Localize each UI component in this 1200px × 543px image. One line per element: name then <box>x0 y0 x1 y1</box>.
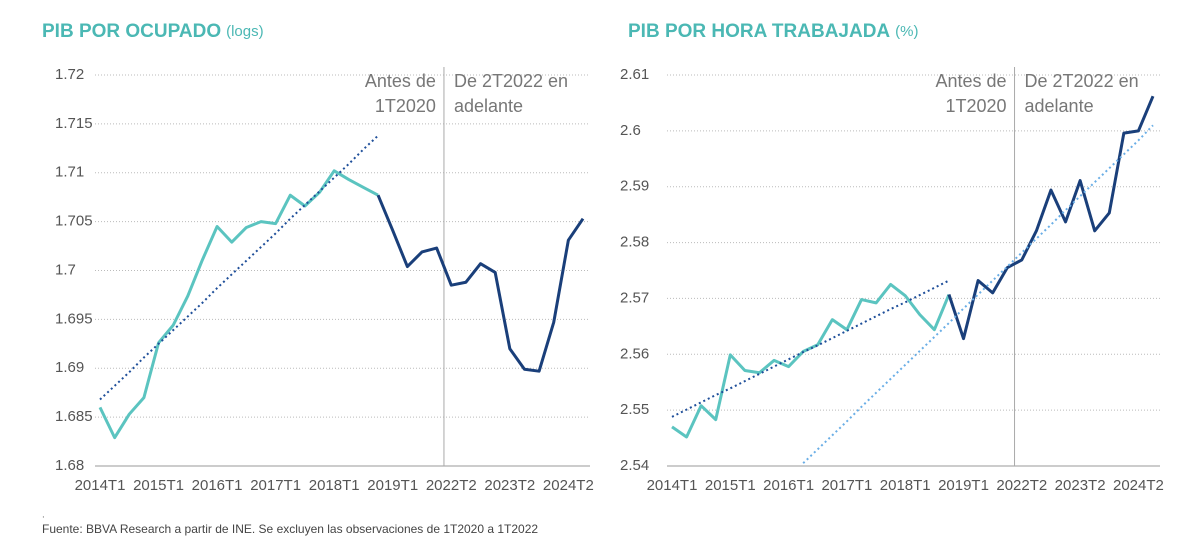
y-tick-label: 1.705 <box>55 213 93 230</box>
annotation: Antes de <box>365 71 436 91</box>
x-tick-label: 2022T2 <box>426 477 477 494</box>
y-tick-label: 2.59 <box>620 178 649 195</box>
annotation: 1T2020 <box>945 96 1006 116</box>
y-tick-label: 1.7 <box>55 261 76 278</box>
y-tick-label: 2.61 <box>620 66 649 83</box>
line-series <box>98 169 379 440</box>
y-tick-label: 1.685 <box>55 408 93 425</box>
title-main: PIB POR HORA TRABAJADA <box>628 21 890 42</box>
annotation: De 2T2022 en <box>454 71 568 91</box>
chart-title: PIB POR OCUPADO (logs) <box>42 21 264 42</box>
x-tick-label: 2019T1 <box>367 477 418 494</box>
line-series <box>671 279 950 418</box>
x-tick-label: 2018T1 <box>309 477 360 494</box>
x-tick-label: 2017T1 <box>250 477 301 494</box>
x-tick-label: 2014T1 <box>647 477 698 494</box>
chart-title: PIB POR HORA TRABAJADA (%) <box>628 21 918 42</box>
x-tick-label: 2014T1 <box>75 477 126 494</box>
annotation: adelante <box>454 96 523 116</box>
x-tick-label: 2024T2 <box>1113 477 1164 494</box>
x-tick-label: 2018T1 <box>880 477 931 494</box>
line-series <box>671 282 951 439</box>
y-tick-label: 1.695 <box>55 310 93 327</box>
x-tick-label: 2015T1 <box>133 477 184 494</box>
x-tick-label: 2023T2 <box>484 477 535 494</box>
line-series <box>947 95 1155 341</box>
y-tick-label: 1.68 <box>55 457 84 474</box>
y-tick-label: 2.56 <box>620 345 649 362</box>
y-tick-label: 2.6 <box>620 122 641 139</box>
line-series <box>802 124 1154 464</box>
annotation: adelante <box>1025 96 1094 116</box>
y-tick-label: 2.54 <box>620 457 649 474</box>
dot: . <box>42 510 45 521</box>
x-tick-label: 2016T1 <box>763 477 814 494</box>
y-tick-label: 1.69 <box>55 359 84 376</box>
title-unit: (logs) <box>226 23 264 40</box>
line-series <box>99 134 379 401</box>
x-tick-label: 2019T1 <box>938 477 989 494</box>
y-tick-label: 2.55 <box>620 401 649 418</box>
title-main: PIB POR OCUPADO <box>42 21 221 42</box>
y-tick-label: 2.58 <box>620 234 649 251</box>
x-tick-label: 2015T1 <box>705 477 756 494</box>
title-unit: (%) <box>895 23 918 40</box>
y-tick-label: 1.715 <box>55 115 93 132</box>
footer: Fuente: BBVA Research a partir de INE. S… <box>42 522 538 536</box>
y-tick-label: 1.71 <box>55 164 84 181</box>
x-tick-label: 2023T2 <box>1055 477 1106 494</box>
annotation: De 2T2022 en <box>1025 71 1139 91</box>
x-tick-label: 2024T2 <box>543 477 594 494</box>
x-tick-label: 2016T1 <box>192 477 243 494</box>
y-tick-label: 2.57 <box>620 289 649 306</box>
annotation: Antes de <box>935 71 1006 91</box>
y-tick-label: 1.72 <box>55 66 84 83</box>
line-series <box>376 194 585 373</box>
x-tick-label: 2022T2 <box>996 477 1047 494</box>
annotation: 1T2020 <box>375 96 436 116</box>
x-tick-label: 2017T1 <box>821 477 872 494</box>
